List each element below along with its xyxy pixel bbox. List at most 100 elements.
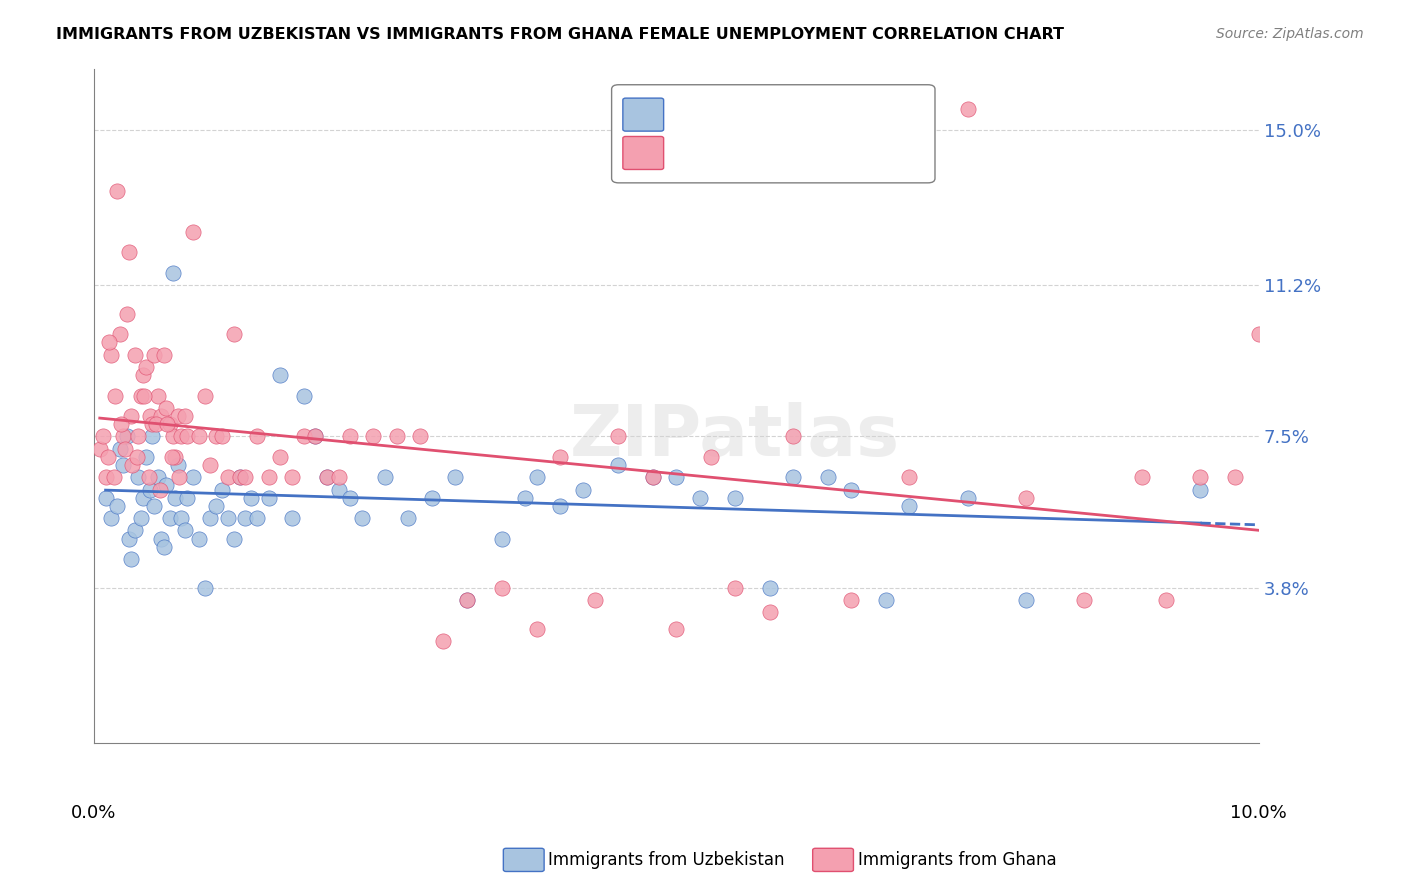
Point [456,593,478,607]
Point [145,417,167,432]
Point [240,491,263,505]
Point [155,478,177,492]
Point [1154,593,1177,607]
Point [150,409,173,423]
Point [898,499,921,513]
Point [374,470,396,484]
Text: N =: N = [755,104,792,122]
Point [456,593,478,607]
Point [315,470,337,484]
Point [120,409,142,423]
Point [526,470,548,484]
Point [217,511,239,525]
Point [315,470,337,484]
Point [159,511,181,525]
Point [141,417,163,432]
Point [513,491,536,505]
Point [607,458,630,472]
Point [444,470,467,484]
Point [898,470,921,484]
Text: IMMIGRANTS FROM UZBEKISTAN VS IMMIGRANTS FROM GHANA FEMALE UNEMPLOYMENT CORRELAT: IMMIGRANTS FROM UZBEKISTAN VS IMMIGRANTS… [56,27,1064,42]
Point [583,593,606,607]
Point [782,429,804,443]
Point [1189,483,1212,497]
Point [782,470,804,484]
Point [396,511,419,525]
Point [97,450,120,464]
Point [200,511,222,525]
Point [105,184,128,198]
Point [94,491,117,505]
Point [222,327,245,342]
Point [118,532,141,546]
Point [350,511,373,525]
Text: N =: N = [755,144,792,161]
Point [176,491,198,505]
Point [1130,470,1153,484]
Point [304,429,326,443]
Point [115,307,138,321]
Point [160,450,183,464]
Point [257,470,280,484]
Point [194,581,217,595]
Text: 0.005: 0.005 [699,104,751,122]
Point [108,442,131,456]
Point [139,409,162,423]
Point [170,429,193,443]
Point [162,429,184,443]
Point [1015,491,1038,505]
Point [155,401,177,415]
Point [153,348,176,362]
Point [120,552,142,566]
Point [641,470,664,484]
Text: Source: ZipAtlas.com: Source: ZipAtlas.com [1216,27,1364,41]
Point [89,442,111,456]
Point [166,409,188,423]
Point [146,388,169,402]
Point [211,429,233,443]
Point [1189,470,1212,484]
Point [758,581,780,595]
Point [491,532,513,546]
Point [105,499,128,513]
Point [153,540,176,554]
Point [98,335,121,350]
Point [228,470,250,484]
Point [246,511,269,525]
Point [432,633,454,648]
Point [91,429,114,443]
Point [129,388,152,402]
Point [100,511,122,525]
Point [257,491,280,505]
Text: 10.0%: 10.0% [1230,805,1286,822]
Point [491,581,513,595]
Point [409,429,432,443]
Point [328,470,350,484]
Point [159,417,181,432]
Point [187,532,209,546]
Point [103,470,125,484]
Point [173,524,195,538]
Point [665,622,688,636]
Point [607,429,630,443]
Point [150,532,173,546]
Point [135,359,157,374]
Text: 0.026: 0.026 [699,144,751,161]
Text: ZIPatlas: ZIPatlas [569,402,900,471]
Point [420,491,443,505]
Point [758,605,780,619]
Point [115,429,138,443]
Text: R =: R = [671,104,707,122]
Point [723,491,745,505]
Point [875,593,897,607]
Text: Immigrants from Ghana: Immigrants from Ghana [858,851,1056,869]
Point [176,429,198,443]
Point [166,458,188,472]
Point [1247,327,1270,342]
Point [165,450,187,464]
Point [141,429,163,443]
Point [94,470,117,484]
Point [217,470,239,484]
Text: 0.0%: 0.0% [72,805,117,822]
Point [572,483,595,497]
